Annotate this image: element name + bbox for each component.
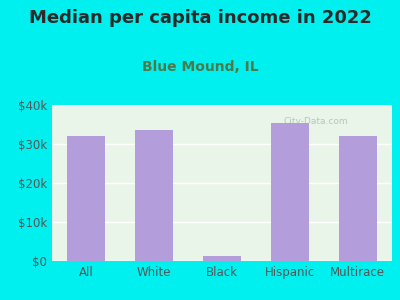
Bar xyxy=(203,256,241,261)
Text: City-Data.com: City-Data.com xyxy=(283,118,348,127)
Bar xyxy=(135,130,173,261)
Text: Blue Mound, IL: Blue Mound, IL xyxy=(142,60,258,74)
Bar xyxy=(339,136,376,261)
Bar xyxy=(68,136,105,261)
Bar xyxy=(271,122,309,261)
Text: Median per capita income in 2022: Median per capita income in 2022 xyxy=(28,9,372,27)
